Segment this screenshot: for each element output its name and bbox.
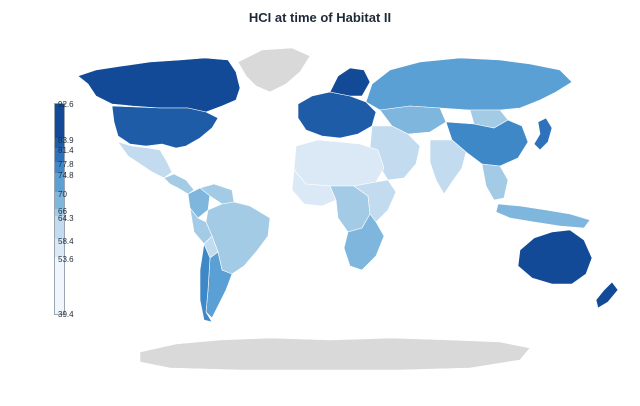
region-central-america[interactable]: Central America bbox=[163, 173, 195, 195]
legend-tick: 81.4 bbox=[58, 146, 74, 155]
legend-tick: 58.4 bbox=[58, 237, 74, 246]
legend-swatch bbox=[55, 173, 64, 192]
legend-tick: 53.6 bbox=[58, 255, 74, 264]
legend-tick: 39.4 bbox=[58, 310, 74, 319]
legend-swatch bbox=[55, 138, 64, 148]
region-mexico[interactable]: Mexico bbox=[117, 141, 173, 179]
legend-tick: 83.9 bbox=[58, 136, 74, 145]
legend-tick: 70 bbox=[58, 190, 67, 199]
legend-tick: 66 bbox=[58, 207, 67, 216]
region-antarctica[interactable]: Antarctica bbox=[139, 337, 531, 371]
map-title: HCI at time of Habitat II bbox=[248, 10, 392, 25]
legend-tick: 74.8 bbox=[58, 171, 74, 180]
region-australia[interactable]: Australia bbox=[517, 229, 593, 285]
legend-tick: 64.3 bbox=[58, 214, 74, 223]
region-southeast-asia[interactable]: Southeast Asia bbox=[481, 163, 509, 201]
region-scandinavia[interactable]: Scandinavia bbox=[329, 67, 371, 97]
region-europe[interactable]: Europe bbox=[297, 91, 377, 139]
region-chile[interactable]: Chile bbox=[199, 242, 213, 323]
legend-swatch bbox=[55, 209, 64, 216]
legend-tick: 92.6 bbox=[58, 100, 74, 109]
region-russia[interactable]: Russia bbox=[365, 57, 573, 111]
region-east-africa[interactable]: East Africa bbox=[353, 179, 397, 223]
region-indonesia[interactable]: Indonesia bbox=[495, 203, 591, 229]
legend-color-bar bbox=[54, 103, 65, 315]
legend-swatch bbox=[55, 162, 64, 173]
region-greenland[interactable]: Greenland bbox=[237, 47, 311, 93]
legend-swatch bbox=[55, 239, 64, 257]
region-new-zealand[interactable]: New Zealand bbox=[595, 281, 619, 309]
region-west-africa[interactable]: West Africa bbox=[291, 169, 337, 207]
region-india[interactable]: India bbox=[429, 139, 467, 195]
legend-tick: 77.8 bbox=[58, 160, 74, 169]
legend-swatch bbox=[55, 104, 64, 138]
region-united-states[interactable]: United States bbox=[111, 105, 219, 149]
legend-swatch bbox=[55, 192, 64, 209]
region-southern-africa[interactable]: Southern Africa bbox=[343, 213, 385, 271]
region-canada[interactable]: Canada bbox=[77, 57, 241, 113]
region-japan[interactable]: Japan bbox=[533, 117, 553, 151]
legend-swatch bbox=[55, 257, 64, 314]
legend-swatch bbox=[55, 216, 64, 239]
legend-swatch bbox=[55, 148, 64, 162]
